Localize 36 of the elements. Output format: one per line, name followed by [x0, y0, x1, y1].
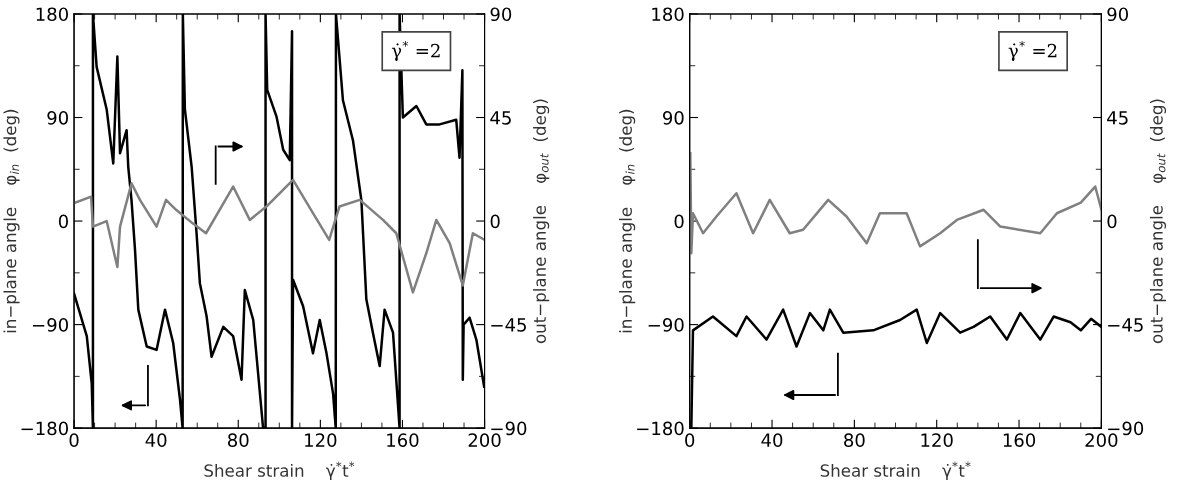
y-tick-label: 90: [47, 110, 68, 125]
y2-tick-label: 45: [1107, 111, 1128, 125]
y2-axis-title: out−plane angle φ$_{out}$ (deg): [533, 99, 550, 344]
y-tick-label: −180: [637, 421, 684, 436]
y2-tick-label: −45: [491, 318, 526, 332]
y-tick-label: 0: [58, 214, 68, 229]
x-tick-label: 40: [761, 433, 783, 447]
x-axis-title: Shear strain γ̇$^{*}$t$^{*}$: [204, 461, 355, 481]
y-tick-label: 180: [652, 7, 684, 22]
y2-tick-label: 45: [490, 111, 511, 125]
y2-tick-label: 90: [490, 7, 512, 22]
y-tick-label: −180: [21, 421, 68, 436]
x-tick-label: 80: [227, 433, 249, 447]
y-tick-label: −90: [648, 318, 684, 332]
y-tick-label: 90: [662, 110, 684, 125]
x-tick-label: 80: [844, 433, 865, 447]
x-tick-label: 120: [305, 433, 337, 447]
x-tick-label: 160: [1003, 433, 1036, 447]
y-tick-label: 180: [36, 7, 68, 22]
annotation: γ̇$^{*}$ =2: [1008, 40, 1057, 61]
x-tick-label: 0: [685, 433, 695, 447]
y-tick-label: −90: [33, 318, 68, 332]
x-tick-label: 120: [921, 433, 953, 447]
x-tick-label: 40: [145, 433, 167, 447]
y2-tick-label: 0: [1107, 214, 1117, 229]
annotation: γ̇$^{*}$ =2: [391, 40, 440, 61]
y-axis-title: in−plane angle φ$_{in}$ (deg): [619, 109, 636, 333]
y-tick-label: 0: [674, 214, 684, 229]
y2-axis-title: out−plane angle φ$_{out}$ (deg): [1149, 99, 1167, 344]
y-axis-title: in−plane angle φ$_{in}$ (deg): [3, 109, 20, 333]
x-tick-label: 0: [69, 433, 79, 447]
x-axis-title: Shear strain γ̇$^{*}$t$^{*}$: [820, 461, 971, 481]
y2-tick-label: 90: [1107, 7, 1129, 22]
y2-tick-label: 0: [490, 214, 500, 229]
y2-tick-label: −45: [1108, 318, 1143, 332]
x-tick-label: 160: [387, 433, 419, 447]
